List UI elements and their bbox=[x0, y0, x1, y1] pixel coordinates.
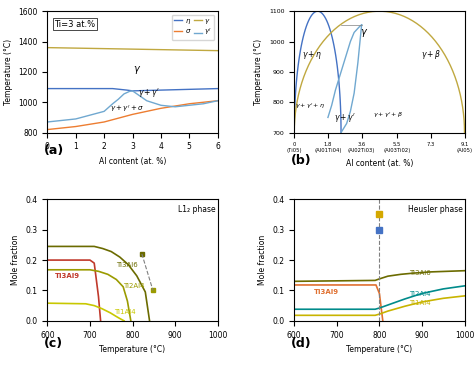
Text: $\gamma + \beta$: $\gamma + \beta$ bbox=[421, 48, 442, 61]
Text: L1₂ phase: L1₂ phase bbox=[178, 206, 216, 214]
Legend: $\eta$, $\sigma$, $\gamma$, $\gamma'$: $\eta$, $\sigma$, $\gamma$, $\gamma'$ bbox=[172, 15, 214, 40]
Text: $\gamma + \gamma^{\prime} + \sigma$: $\gamma + \gamma^{\prime} + \sigma$ bbox=[110, 104, 144, 115]
Text: $\gamma$: $\gamma$ bbox=[133, 64, 141, 76]
Text: Ti1Al4: Ti1Al4 bbox=[409, 300, 431, 306]
Text: $\gamma + \eta$: $\gamma + \eta$ bbox=[302, 49, 322, 61]
X-axis label: Temperature (°C): Temperature (°C) bbox=[346, 345, 412, 354]
Text: Ti2Al4: Ti2Al4 bbox=[409, 291, 431, 297]
Text: $\gamma + \gamma^{\prime} + \eta$: $\gamma + \gamma^{\prime} + \eta$ bbox=[295, 101, 325, 111]
Text: Ti3Al9: Ti3Al9 bbox=[55, 273, 80, 279]
Text: (b): (b) bbox=[291, 154, 311, 167]
Text: $\gamma + \gamma^{\prime} + \beta$: $\gamma + \gamma^{\prime} + \beta$ bbox=[373, 110, 403, 120]
Y-axis label: Mole fraction: Mole fraction bbox=[11, 235, 20, 285]
Text: Ti3Al9: Ti3Al9 bbox=[313, 289, 338, 295]
Text: Ti2Al4: Ti2Al4 bbox=[123, 283, 145, 289]
Y-axis label: Temperature (°C): Temperature (°C) bbox=[4, 39, 13, 105]
Text: Heusler phase: Heusler phase bbox=[408, 206, 463, 214]
X-axis label: Al content (at. %): Al content (at. %) bbox=[346, 159, 413, 168]
X-axis label: Al content (at. %): Al content (at. %) bbox=[99, 157, 166, 166]
Text: (c): (c) bbox=[44, 338, 63, 351]
X-axis label: Temperature (°C): Temperature (°C) bbox=[100, 345, 165, 354]
Text: Ti3Al6: Ti3Al6 bbox=[409, 270, 431, 276]
Y-axis label: Mole fraction: Mole fraction bbox=[258, 235, 267, 285]
Text: $\gamma$: $\gamma$ bbox=[360, 28, 368, 40]
Text: (d): (d) bbox=[291, 338, 311, 351]
Text: (a): (a) bbox=[44, 144, 64, 157]
Y-axis label: Temperature (°C): Temperature (°C) bbox=[255, 39, 264, 105]
Text: Ti1Al4: Ti1Al4 bbox=[114, 309, 136, 315]
Text: Ti3Al6: Ti3Al6 bbox=[116, 262, 138, 268]
Text: Ti=3 at.%: Ti=3 at.% bbox=[54, 20, 95, 29]
Text: $\gamma + \gamma^{\prime}$: $\gamma + \gamma^{\prime}$ bbox=[138, 86, 160, 98]
Text: $\gamma + \gamma^{\prime}$: $\gamma + \gamma^{\prime}$ bbox=[334, 112, 356, 125]
